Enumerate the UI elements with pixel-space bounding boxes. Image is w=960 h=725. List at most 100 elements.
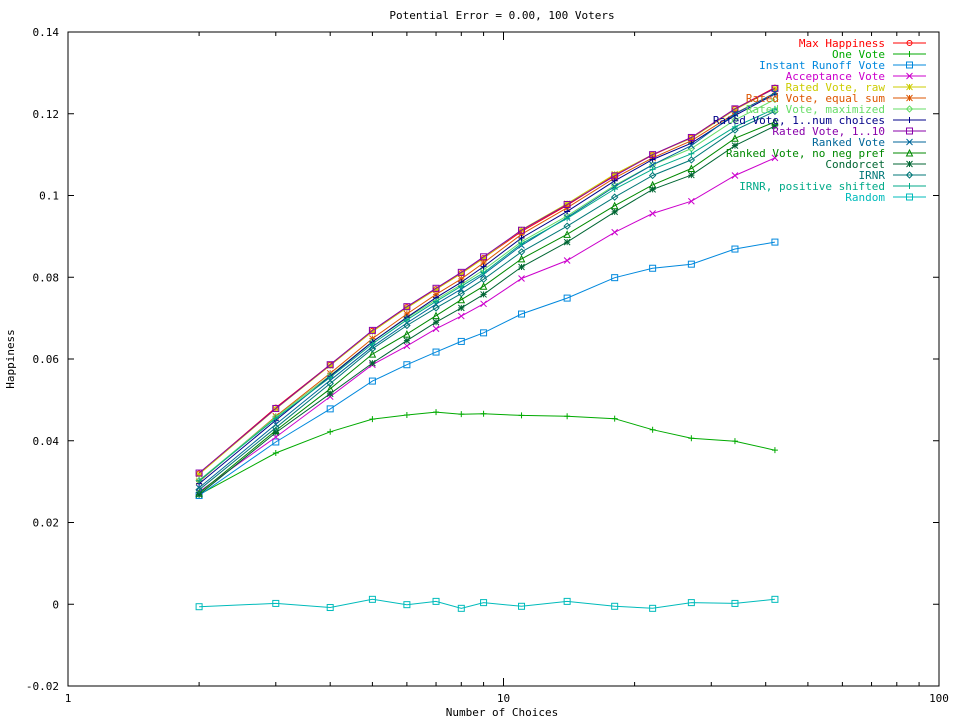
data-point [480, 300, 487, 308]
data-point [326, 362, 334, 369]
data-point [563, 597, 571, 605]
data-point [905, 105, 914, 113]
data-point [906, 117, 913, 123]
data-point [688, 197, 695, 205]
data-point [272, 438, 280, 446]
data-point [771, 107, 779, 116]
data-point [648, 171, 657, 180]
y-tick-label: 0.06 [33, 353, 60, 366]
data-point [432, 318, 440, 326]
data-point [457, 268, 465, 276]
series [195, 595, 779, 612]
data-point [518, 230, 525, 238]
data-point [771, 122, 779, 130]
data-point [731, 105, 739, 113]
data-point [611, 172, 619, 180]
data-point [195, 469, 203, 477]
series [196, 105, 778, 484]
data-point [195, 484, 203, 492]
data-point [403, 337, 411, 344]
data-point [687, 164, 696, 173]
data-point [731, 110, 739, 118]
data-point [563, 222, 571, 230]
data-point [518, 412, 525, 419]
data-point [480, 259, 487, 267]
data-point [326, 604, 334, 612]
data-point [611, 274, 619, 282]
data-point [480, 269, 487, 276]
data-point [518, 263, 525, 271]
data-point [563, 257, 571, 264]
data-point [327, 374, 334, 381]
data-point [403, 303, 411, 311]
data-point [403, 304, 411, 312]
data-point [480, 253, 488, 261]
data-point [518, 226, 526, 234]
data-point [518, 310, 526, 318]
data-point [563, 230, 571, 238]
data-point [432, 304, 440, 312]
data-point [649, 426, 656, 433]
data-point [687, 156, 696, 164]
data-point [457, 304, 465, 312]
data-point [906, 160, 913, 168]
legend-label: Rated Vote, raw [786, 81, 886, 94]
data-point [731, 245, 739, 253]
data-point [771, 238, 779, 246]
data-point [518, 235, 525, 242]
data-point [611, 208, 619, 216]
data-point [458, 411, 465, 418]
legend-label: Acceptance Vote [786, 70, 885, 83]
data-point [731, 438, 738, 445]
data-point [905, 148, 914, 157]
data-point [457, 604, 465, 612]
data-point [368, 326, 376, 334]
data-point [369, 416, 376, 423]
series-line [198, 125, 776, 496]
data-point [731, 123, 738, 130]
series [195, 84, 779, 477]
y-tick-label: 0 [52, 598, 59, 611]
data-point [272, 429, 280, 436]
data-point [326, 379, 334, 388]
data-point [563, 238, 571, 246]
legend-label: One Vote [832, 48, 885, 61]
series-line [198, 121, 776, 494]
data-point [517, 254, 526, 263]
legend-label: Random [845, 191, 885, 204]
series-lines [195, 84, 779, 612]
data-point [731, 126, 739, 134]
axes: -0.02 0 0.02 0.04 0.06 0.08 0.1 0.12 0.14 1 10 100 [26, 26, 949, 705]
series [195, 238, 779, 500]
data-point [906, 127, 913, 135]
data-point [688, 150, 695, 157]
data-point [906, 138, 913, 146]
data-point [480, 291, 487, 298]
data-point [649, 264, 657, 272]
data-point [906, 193, 913, 201]
data-point [610, 201, 619, 210]
data-point [649, 604, 657, 612]
legend-label: Max Happiness [799, 37, 885, 50]
data-point [771, 84, 779, 92]
data-point [906, 83, 913, 91]
data-point [368, 595, 376, 603]
data-point [480, 410, 487, 417]
data-point [649, 161, 656, 169]
data-point [688, 171, 695, 179]
data-point [688, 435, 695, 442]
data-point [368, 349, 377, 358]
legend-label: Rated Vote, 1..num choices [713, 114, 885, 127]
data-point [479, 275, 488, 284]
legend-label: Condorcet [825, 158, 885, 171]
data-point [563, 294, 571, 302]
data-point [688, 142, 695, 149]
x-axis-label: Number of Choices [446, 706, 559, 719]
x-tick-label: 100 [929, 692, 949, 705]
data-point [906, 61, 913, 69]
y-tick-label: -0.02 [26, 680, 59, 693]
data-point [564, 215, 571, 222]
data-point [771, 95, 779, 104]
